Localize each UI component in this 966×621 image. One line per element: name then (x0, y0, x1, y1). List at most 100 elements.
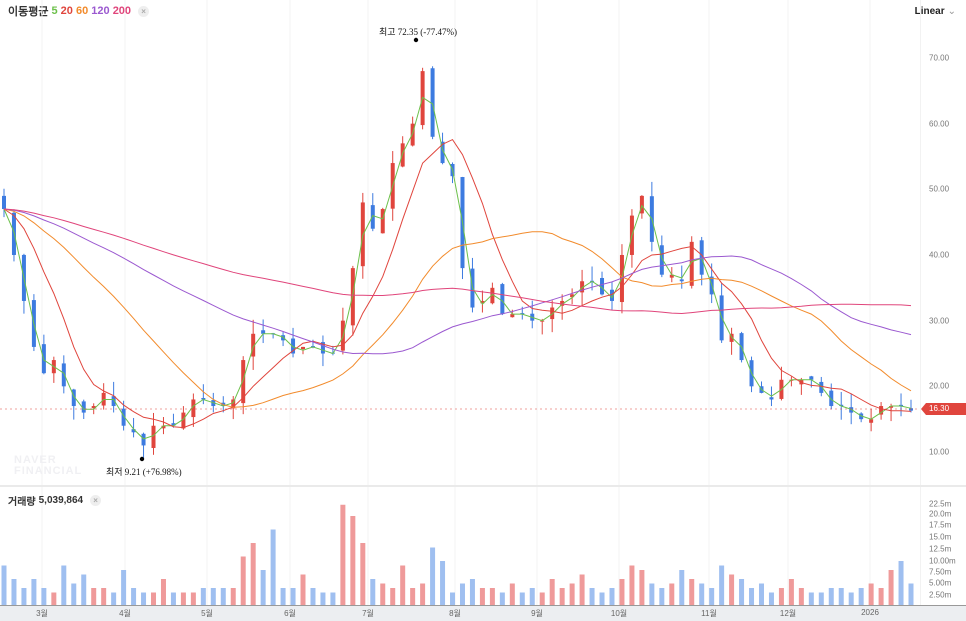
candle-body (879, 406, 884, 415)
candle-body (440, 141, 445, 164)
volume-bar (400, 565, 406, 605)
volume-bar (519, 592, 525, 605)
ma-label-20: 20 (60, 5, 76, 17)
volume-bar (619, 579, 625, 605)
close-icon[interactable]: × (138, 5, 150, 17)
candle-body (241, 360, 246, 404)
volume-bar (440, 561, 446, 605)
chevron-down-icon: ⌄ (947, 6, 956, 17)
candle-body (869, 419, 874, 423)
volume-bar (908, 583, 914, 605)
volume-bar (629, 565, 635, 605)
price-tick: 10.00 (929, 447, 950, 457)
volume-value: 5,039,864 (38, 495, 84, 506)
month-label: 5월 (201, 609, 213, 618)
candle-body (839, 404, 844, 407)
volume-bar (559, 588, 565, 605)
candle-body (600, 278, 605, 295)
candle-body (729, 333, 734, 342)
scale-dropdown[interactable]: Linear ⌄ (915, 6, 956, 17)
volume-tick: 5.00m (929, 578, 952, 588)
volume-bar (768, 592, 774, 605)
volume-bar (350, 516, 356, 605)
volume-bar (729, 574, 735, 605)
price-tick: 30.00 (929, 316, 950, 326)
candle-body (899, 404, 904, 407)
volume-bar (868, 583, 874, 605)
volume-bar (489, 588, 495, 605)
panel-divider[interactable] (0, 485, 966, 487)
volume-bar (609, 588, 615, 605)
volume-bar (91, 588, 97, 605)
ma-line-20 (3, 138, 912, 429)
candle-body (659, 245, 664, 275)
candle-body (609, 289, 614, 301)
candle-body (301, 346, 306, 349)
volume-bar (290, 588, 296, 605)
month-label: 11월 (701, 609, 717, 618)
volume-bar (808, 592, 814, 605)
volume-bar (81, 574, 87, 605)
volume-tick: 7.50m (929, 567, 952, 577)
time-axis: 3월 4월 5월 6월 7월 8월 9월 10월 11월 12월 2026 (0, 605, 966, 621)
candle-body (191, 399, 196, 418)
close-icon[interactable]: × (90, 495, 102, 506)
candle-body (261, 330, 266, 334)
volume-bar (31, 579, 37, 605)
volume-bar (160, 579, 166, 605)
candle-body (161, 425, 166, 429)
candle-body (430, 68, 435, 137)
volume-bar (151, 592, 157, 605)
month-label: 8월 (449, 609, 461, 618)
price-tick: 60.00 (929, 119, 950, 129)
volume-bar (121, 570, 127, 605)
volume-legend: 거래량 5,039,864 × (8, 493, 102, 508)
volume-bar (848, 592, 854, 605)
month-label: 9월 (531, 609, 543, 618)
volume-bar (539, 592, 545, 605)
volume-tick: 10.00m (929, 556, 956, 566)
price-tick: 20.00 (929, 381, 950, 391)
candle-body (251, 333, 256, 357)
candle-body (580, 281, 585, 293)
candle-body (570, 294, 575, 298)
moving-average-legend: 이동평균 5 20 60 120 200 × (8, 3, 150, 19)
candle-body (669, 274, 674, 278)
candle-body (500, 284, 505, 315)
volume-bar (459, 583, 465, 605)
volume-bar (858, 588, 864, 605)
price-chart[interactable] (0, 0, 920, 605)
candle-body (639, 195, 644, 214)
volume-bar (649, 583, 655, 605)
candle-body (490, 287, 495, 304)
low-marker (139, 456, 145, 462)
month-label: 3월 (36, 609, 48, 618)
candle-body (829, 390, 834, 407)
volume-bar (220, 588, 226, 605)
candle-body (2, 195, 6, 210)
candle-body (689, 241, 694, 286)
candle-body (370, 205, 375, 229)
volume-bar (380, 583, 386, 605)
volume-bar (749, 588, 755, 605)
volume-bar (579, 574, 585, 605)
legend-title: 이동평균 (8, 6, 49, 18)
volume-bar (210, 588, 216, 605)
volume-bar (529, 588, 535, 605)
price-tick: 70.00 (929, 53, 950, 63)
volume-tick: 20.0m (929, 509, 952, 519)
volume-bar (61, 565, 67, 605)
candle-body (350, 268, 355, 326)
candle-body (550, 307, 555, 320)
price-tick: 50.00 (929, 184, 950, 194)
volume-bar (370, 579, 376, 605)
volume-bar (1, 565, 7, 605)
volume-bar (280, 588, 286, 605)
month-label: 6월 (284, 609, 296, 618)
ma-line-200 (3, 208, 912, 315)
candle-body (111, 396, 116, 407)
volume-bar (430, 547, 436, 605)
volume-bar (589, 588, 595, 605)
volume-bar (230, 588, 236, 605)
volume-tick: 15.0m (929, 532, 952, 542)
